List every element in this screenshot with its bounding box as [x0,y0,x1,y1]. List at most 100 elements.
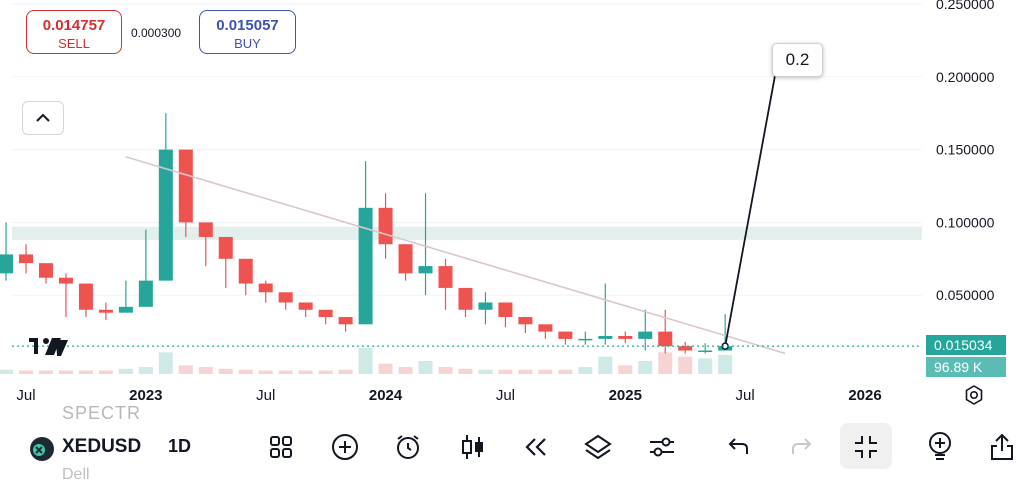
candle-body [658,331,673,347]
volume-tag: 96.89 K [926,357,1006,377]
volume-bar [118,368,133,374]
candle-body [58,277,73,284]
trend-line[interactable] [125,156,786,355]
x-tick-label: 2023 [129,387,162,404]
collapse-button[interactable] [22,101,64,135]
last-price-tag: 0.015034 [926,335,1006,355]
candle-body [418,266,433,274]
buy-label: BUY [234,36,261,51]
spread-value: 0.000300 [131,26,182,40]
next-symbol-faded: Dell [62,466,90,483]
volume-bar [458,368,473,374]
volume-bar [378,363,393,374]
candle-body [598,335,613,339]
resistance-zone [12,226,922,240]
projection-line[interactable] [724,74,777,347]
candle-body [398,244,413,274]
y-tick-label: 0.200000 [936,69,995,85]
candle-body [378,207,393,245]
previous-symbol-faded: SPECTR [62,403,142,423]
candle-body [178,149,193,223]
candle-body [558,331,573,339]
time-axis[interactable]: Jul 2023 Jul 2024 Jul 2025 Jul 2026 [16,387,881,404]
share-button[interactable] [984,429,1020,465]
chevron-up-icon [36,113,50,122]
volume-bar [618,365,633,374]
candle-body [38,263,53,278]
volume-bar [438,367,453,374]
volume-bar [218,368,233,374]
candle-body [138,280,153,307]
candle-body [158,149,173,281]
indicators-button[interactable] [263,429,299,465]
indicators-grid-icon [270,436,292,458]
projection-target-label[interactable]: 0.2 [772,43,823,77]
volume-bar [498,369,513,374]
gear-icon[interactable] [962,383,986,407]
redo-icon [792,438,812,454]
candle-body [318,309,333,318]
volume-bar [698,358,713,374]
volume-bar [178,365,193,374]
y-tick-label: 0.050000 [936,287,995,303]
volume-bars [0,348,733,374]
volume-bar [0,369,14,374]
x-tick-label: 2026 [848,387,881,404]
candle-body [618,335,633,339]
sell-button[interactable]: 0.014757 SELL [26,10,122,54]
chart-type-button[interactable] [455,429,491,465]
volume-bar [638,361,653,374]
price-axis[interactable]: 0.250000 0.200000 0.150000 0.100000 0.050000 [936,0,995,303]
x-tick-label: 2024 [369,387,403,404]
layers-button[interactable] [580,429,616,465]
x-tick-label: Jul [496,387,515,404]
volume-bar [338,369,353,374]
interval-selector[interactable]: 1D [168,436,192,456]
candle-body [678,346,693,351]
candle-body [78,283,93,310]
volume-bar [418,361,433,374]
candle-body [0,254,14,274]
volume-bar [318,370,333,374]
y-tick-label: 0.250000 [936,0,995,12]
volume-bar [658,352,673,374]
x-tick-label: Jul [736,387,755,404]
volume-bar [358,348,373,374]
candle-body [238,258,253,284]
add-idea-bulb-icon [929,432,951,460]
settings-sliders-icon [650,437,674,457]
y-tick-label: 0.100000 [936,214,995,230]
candle-body [578,338,593,341]
volume-bar [518,369,533,374]
candlestick-icon [462,435,483,459]
replay-button[interactable] [518,429,554,465]
x-tick-label: Jul [256,387,275,404]
replay-rewind-icon [525,438,546,456]
add-button[interactable] [327,429,363,465]
undo-icon [728,438,748,454]
volume-bar [18,370,33,374]
candle-body [638,331,653,339]
symbol-name[interactable]: XEDUSD [62,436,142,457]
volume-bar [538,369,553,374]
undo-button[interactable] [720,429,756,465]
candle-body [478,302,493,310]
volume-bar [398,367,413,374]
candle-body [518,317,533,325]
fullscreen-exit-button[interactable] [840,423,892,469]
publish-idea-button[interactable] [922,429,958,465]
coin-icon [30,437,54,461]
y-tick-label: 0.150000 [936,142,995,158]
share-icon [991,433,1013,460]
fullscreen-exit-icon [855,436,877,458]
alert-button[interactable] [390,429,426,465]
x-tick-label: Jul [16,387,35,404]
volume-bar [578,367,593,374]
buy-button[interactable]: 0.015057 BUY [199,10,296,54]
buy-price: 0.015057 [216,17,279,34]
fullscreen-exit-icon-wrap[interactable] [848,429,884,465]
settings-button[interactable] [644,429,680,465]
candle-body [438,266,453,288]
redo-button[interactable] [784,429,820,465]
